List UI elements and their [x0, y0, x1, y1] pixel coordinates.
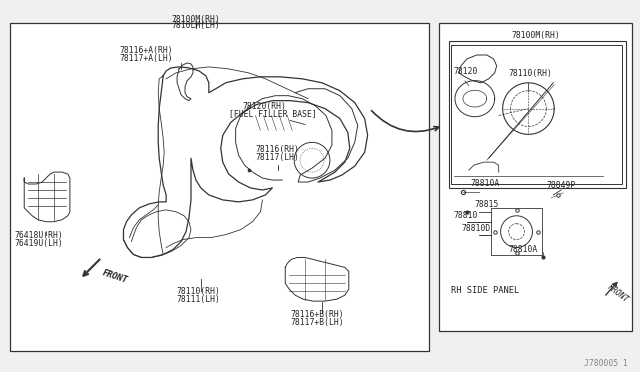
Text: FRONT: FRONT: [606, 282, 630, 304]
Text: 78116+B(RH): 78116+B(RH): [290, 310, 344, 319]
Bar: [491, 208, 542, 256]
Text: FRONT: FRONT: [102, 269, 129, 285]
Text: 78120: 78120: [453, 67, 477, 76]
Bar: [451, 45, 621, 184]
Text: 78110(RH): 78110(RH): [509, 69, 552, 78]
Text: 78810: 78810: [453, 211, 477, 220]
Bar: [449, 41, 626, 188]
Text: 78117(LH): 78117(LH): [255, 153, 300, 162]
Text: 78849P: 78849P: [547, 181, 575, 190]
Text: J780005 1: J780005 1: [584, 359, 628, 368]
Text: 78110(RH): 78110(RH): [176, 287, 220, 296]
Text: 78116+A(RH): 78116+A(RH): [120, 46, 173, 55]
Text: 78100M(RH): 78100M(RH): [172, 15, 220, 24]
Text: 76419U(LH): 76419U(LH): [14, 238, 63, 247]
Text: 78116(RH): 78116(RH): [255, 145, 300, 154]
Text: 78111(LH): 78111(LH): [176, 295, 220, 304]
Text: 78815: 78815: [475, 200, 499, 209]
Text: 78120(RH): 78120(RH): [243, 102, 287, 110]
Bar: [439, 23, 632, 331]
Text: 7810LM(LH): 7810LM(LH): [172, 21, 220, 30]
Text: 78100M(RH): 78100M(RH): [511, 31, 560, 40]
Text: RH SIDE PANEL: RH SIDE PANEL: [451, 286, 519, 295]
Text: 78810D: 78810D: [461, 224, 490, 232]
Text: 78810A: 78810A: [471, 179, 500, 188]
Text: 78117+A(LH): 78117+A(LH): [120, 54, 173, 63]
Text: 78117+B(LH): 78117+B(LH): [290, 318, 344, 327]
Text: 76418U(RH): 76418U(RH): [14, 231, 63, 240]
Text: [FUEL FILLER BASE]: [FUEL FILLER BASE]: [228, 109, 316, 119]
Bar: [10, 23, 429, 351]
Text: 78810A: 78810A: [509, 244, 538, 253]
